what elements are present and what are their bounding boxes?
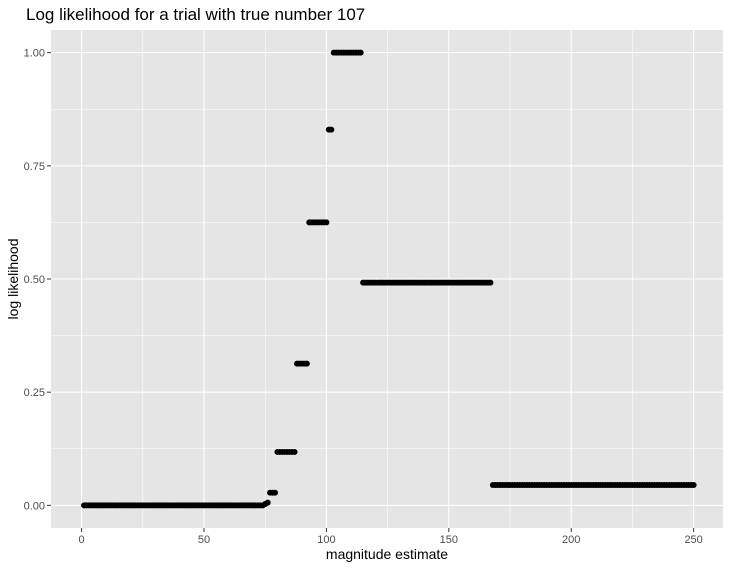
x-tick-label: 0: [79, 534, 85, 546]
x-tick-label: 100: [317, 534, 335, 546]
y-tick-label: 0.75: [24, 161, 45, 173]
x-tick-label: 150: [440, 534, 458, 546]
y-tick-label: 0.25: [24, 387, 45, 399]
y-tick-label: 1.00: [24, 48, 45, 60]
data-point: [357, 49, 364, 56]
y-tick-label: 0.50: [24, 274, 45, 286]
y-axis-title: log likelihood: [5, 239, 21, 320]
data-point: [323, 219, 330, 226]
data-point: [291, 448, 298, 455]
chart-title: Log likelihood for a trial with true num…: [26, 5, 365, 24]
y-axis: 0.00 0.25 0.50 0.75 1.00: [24, 48, 51, 512]
data-point: [303, 360, 310, 367]
data-points: [81, 49, 697, 509]
data-point: [690, 481, 697, 488]
x-tick-label: 200: [562, 534, 580, 546]
x-axis-title: magnitude estimate: [326, 546, 448, 562]
data-point: [328, 126, 335, 133]
data-point: [272, 489, 278, 496]
data-point: [264, 499, 271, 506]
x-axis: 0 50 100 150 200 250: [79, 528, 703, 546]
x-tick-label: 50: [198, 534, 210, 546]
x-tick-label: 250: [684, 534, 702, 546]
data-point: [487, 279, 494, 286]
y-tick-label: 0.00: [24, 500, 45, 512]
